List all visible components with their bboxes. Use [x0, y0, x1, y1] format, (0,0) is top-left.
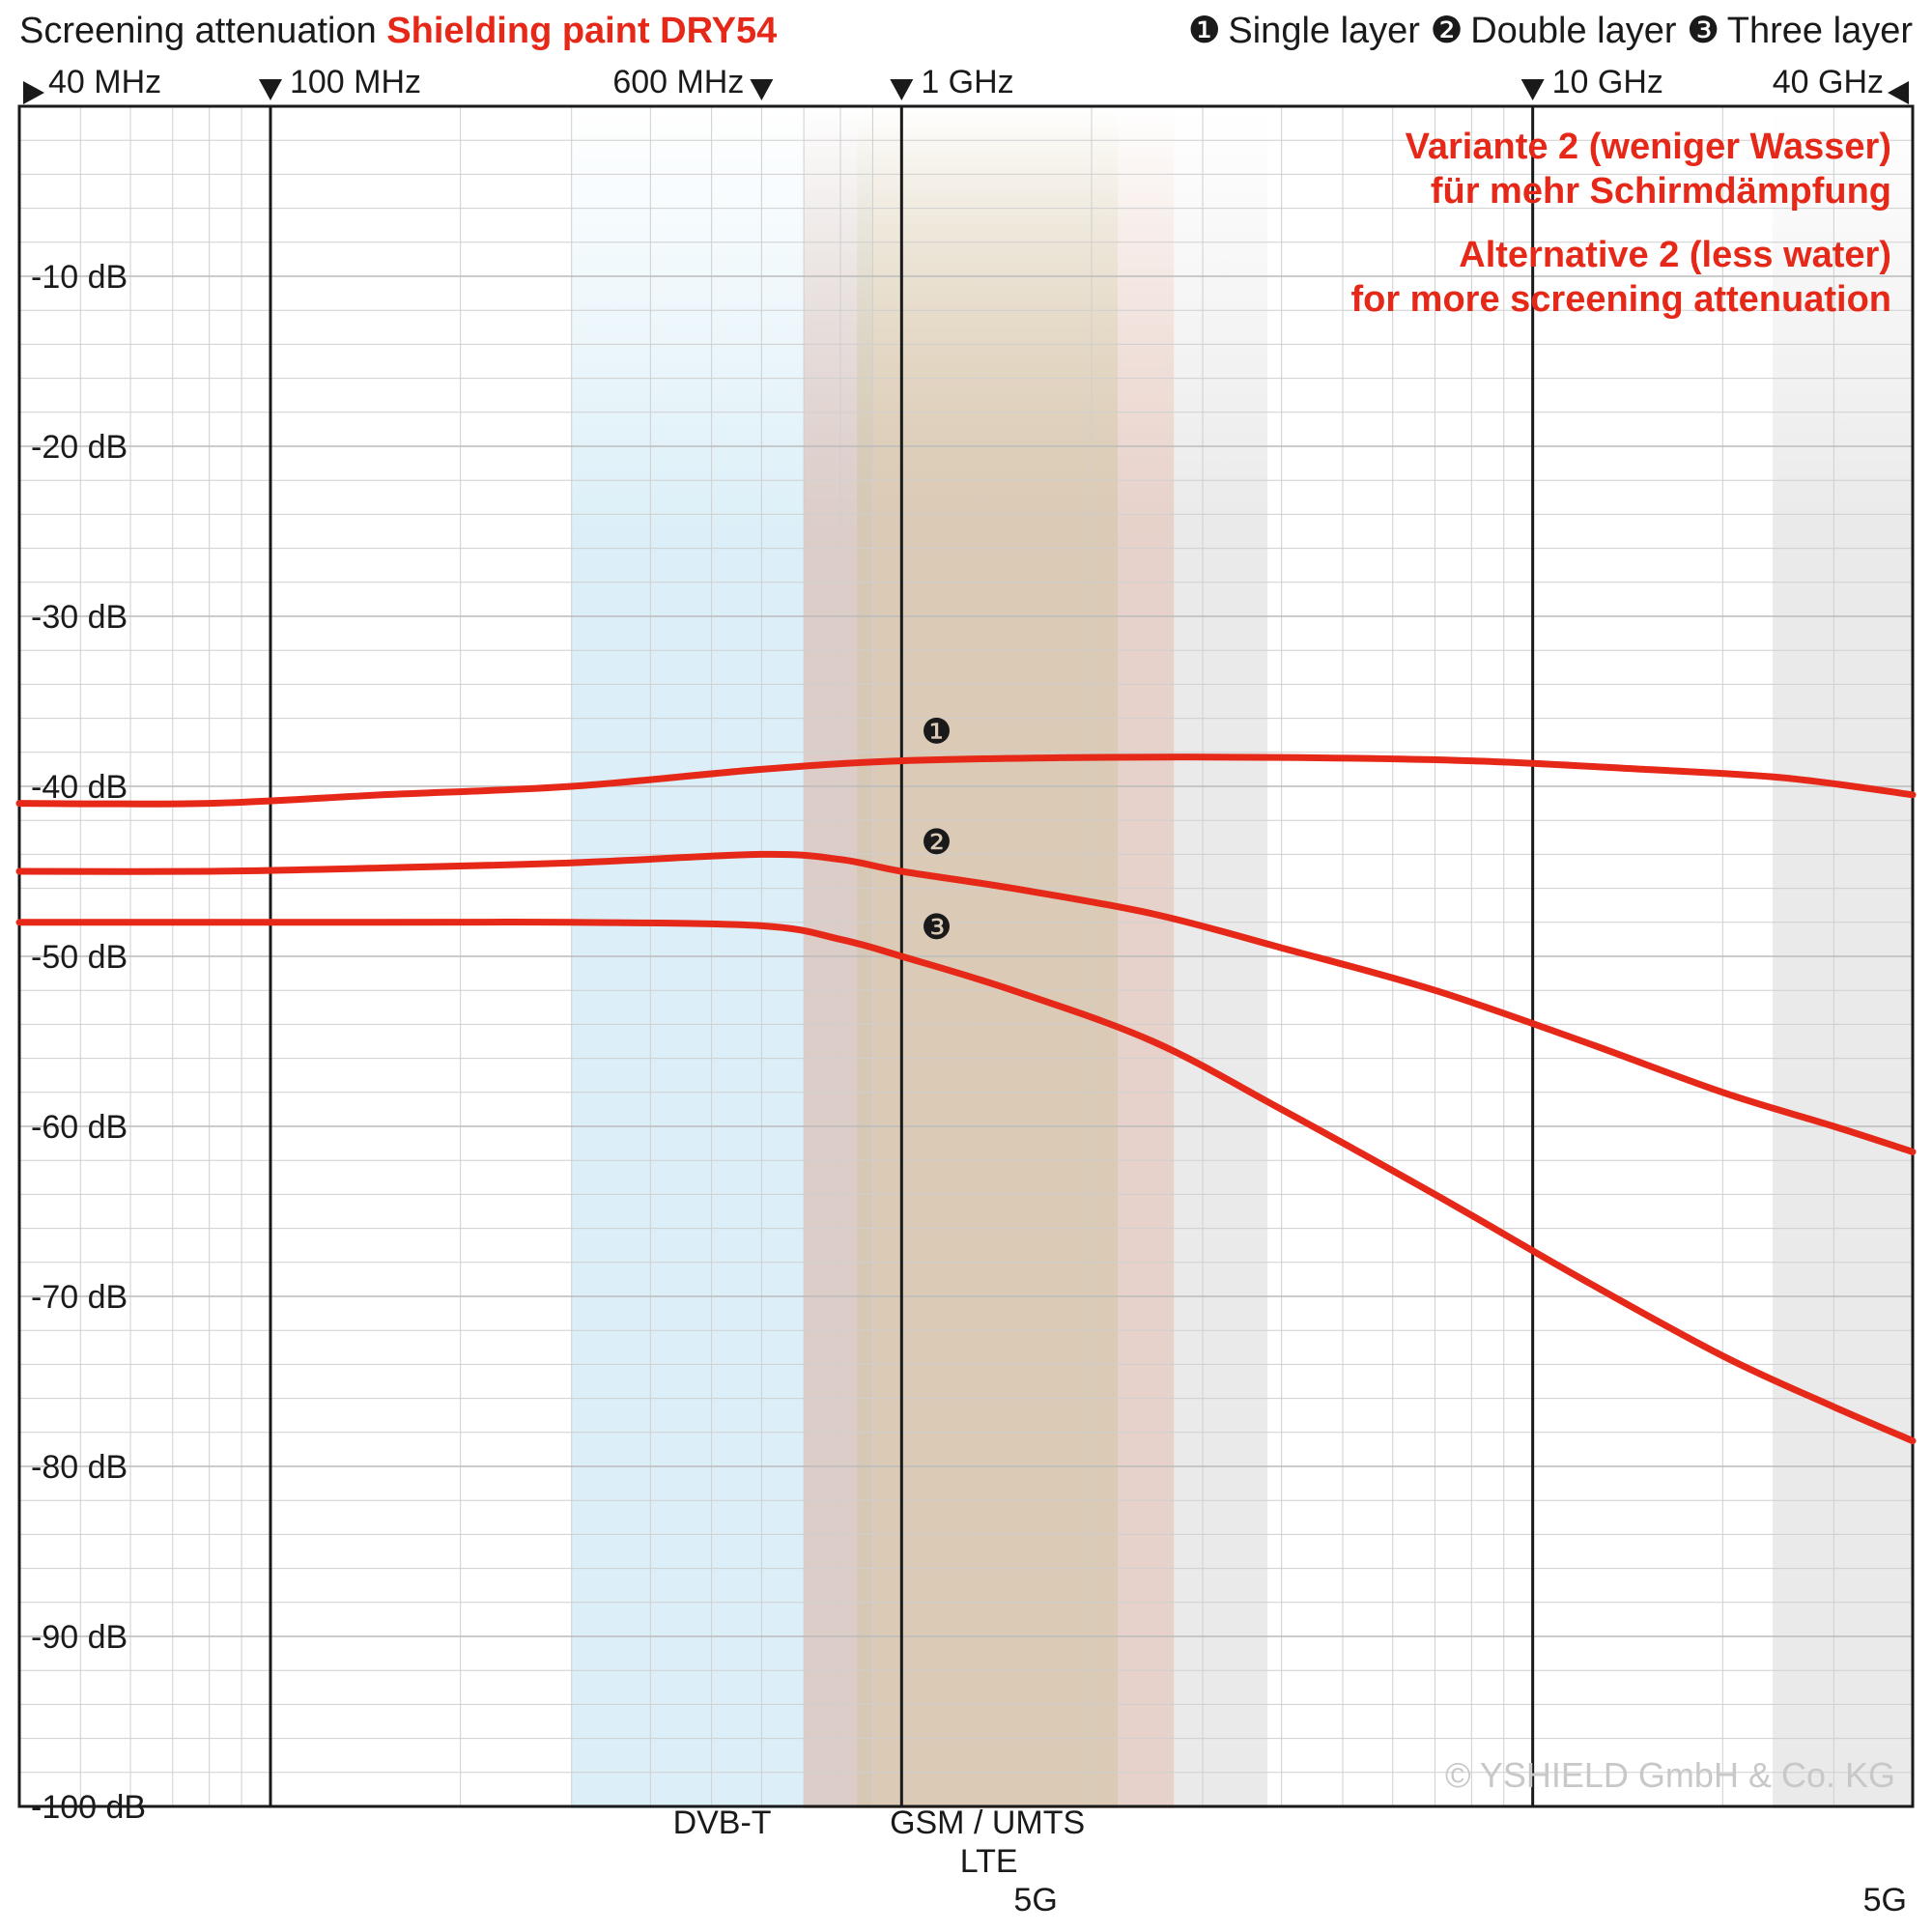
- freq-label: 600 MHz: [612, 64, 744, 100]
- annotation-line: Alternative 2 (less water): [1459, 235, 1891, 275]
- freq-label: 1 GHz: [921, 64, 1013, 100]
- ylabel: -80 dB: [31, 1449, 128, 1486]
- freq-label: 10 GHz: [1552, 64, 1663, 100]
- freq-label: 40 GHz: [1773, 64, 1884, 100]
- band-label: 5G: [1013, 1882, 1057, 1918]
- series-marker-double: ❷: [921, 822, 952, 862]
- freq-marker-icon: [23, 81, 44, 104]
- freq-marker-icon: [1521, 79, 1545, 100]
- copyright: © YSHIELD GmbH & Co. KG: [1445, 1755, 1895, 1795]
- ylabel: -20 dB: [31, 429, 128, 466]
- band-5g: [804, 106, 1267, 1808]
- freq-label: 40 MHz: [48, 64, 161, 100]
- ylabel: -30 dB: [31, 599, 128, 636]
- freq-marker-icon: [750, 79, 773, 100]
- series-marker-three: ❸: [921, 907, 952, 947]
- freq-marker-icon: [1888, 81, 1909, 104]
- band-label: DVB-T: [673, 1804, 772, 1841]
- ylabel: -60 dB: [31, 1109, 128, 1146]
- ylabel: -40 dB: [31, 769, 128, 806]
- band-label: 5G: [1863, 1882, 1907, 1918]
- freq-marker-icon: [259, 79, 282, 100]
- ylabel: -90 dB: [31, 1619, 128, 1656]
- legend: ❶ Single layer ❷ Double layer ❸ Three la…: [1188, 11, 1914, 51]
- band-label: LTE: [960, 1843, 1018, 1880]
- chart-title: Screening attenuation Shielding paint DR…: [19, 11, 777, 51]
- annotation-line: für mehr Schirmdämpfung: [1431, 171, 1891, 212]
- ylabel: -100 dB: [31, 1789, 146, 1826]
- annotation-line: for more screening attenuation: [1350, 279, 1891, 320]
- series-marker-single: ❶: [921, 712, 952, 752]
- ylabel: -70 dB: [31, 1279, 128, 1316]
- freq-label: 100 MHz: [290, 64, 421, 100]
- annotation-line: Variante 2 (weniger Wasser): [1406, 127, 1891, 167]
- freq-marker-icon: [890, 79, 913, 100]
- attenuation-chart: © YSHIELD GmbH & Co. KG ❶ ❷ ❸ -10 dB -20 dB -3…: [0, 0, 1932, 1932]
- ylabel: -10 dB: [31, 259, 128, 296]
- ylabel: -50 dB: [31, 939, 128, 976]
- band-label: GSM / UMTS: [890, 1804, 1085, 1841]
- band-5g: [1773, 106, 1913, 1808]
